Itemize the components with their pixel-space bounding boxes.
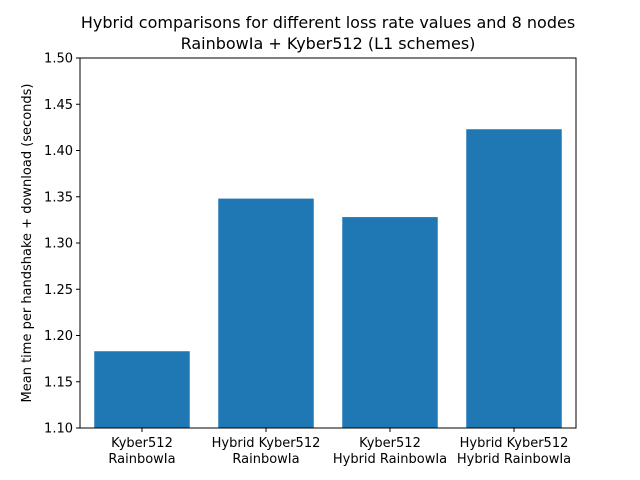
x-tick-label: Kyber512 <box>359 436 421 451</box>
bar-3 <box>342 217 438 428</box>
chart-title: Hybrid comparisons for different loss ra… <box>81 13 575 32</box>
chart-subtitle: RainbowIa + Kyber512 (L1 schemes) <box>181 34 476 53</box>
bars-group <box>94 129 562 428</box>
x-tick-label: Hybrid Kyber512 <box>212 436 321 451</box>
y-axis-ticks: 1.10 1.15 1.20 1.25 1.30 1.35 1.40 1.45 1.50 <box>44 52 80 437</box>
y-tick-label: 1.25 <box>44 283 73 298</box>
x-tick-label: Hybrid RainbowIa <box>333 452 447 467</box>
x-tick-label: RainbowIa <box>108 452 175 467</box>
y-axis-label: Mean time per handshake + download (seco… <box>20 84 35 403</box>
y-tick-label: 1.50 <box>44 52 73 67</box>
bar-1 <box>94 351 190 428</box>
x-tick-label: Kyber512 <box>111 436 173 451</box>
bar-2 <box>218 198 314 428</box>
bar-4 <box>466 129 562 428</box>
y-tick-label: 1.30 <box>44 237 73 252</box>
y-tick-label: 1.10 <box>44 422 73 437</box>
x-tick-label: RainbowIa <box>232 452 299 467</box>
x-tick-label: Hybrid RainbowIa <box>457 452 571 467</box>
y-tick-label: 1.35 <box>44 190 73 205</box>
x-tick-label: Hybrid Kyber512 <box>460 436 569 451</box>
y-tick-label: 1.40 <box>44 144 73 159</box>
plot-area-frame <box>79 57 577 429</box>
y-tick-label: 1.20 <box>44 329 73 344</box>
y-tick-label: 1.15 <box>44 375 73 390</box>
y-tick-label: 1.45 <box>44 98 73 113</box>
